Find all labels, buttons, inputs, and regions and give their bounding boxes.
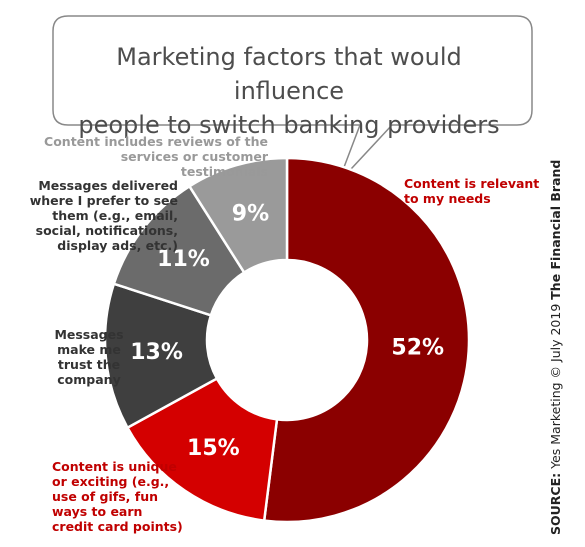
category-label-line: Content is unique bbox=[52, 459, 177, 474]
source-credit: SOURCE: Yes Marketing © July 2019 The Fi… bbox=[548, 160, 563, 535]
category-label-line: social, notifications, bbox=[35, 223, 178, 238]
category-label-delivered: Messages delivered where I prefer to see… bbox=[20, 178, 178, 253]
category-label-line: Messages delivered bbox=[38, 178, 178, 193]
donut-segment-trust bbox=[103, 282, 219, 429]
chart-title-line-1: Marketing factors that would influence bbox=[116, 43, 462, 105]
chart-title: Marketing factors that would influence p… bbox=[60, 40, 518, 142]
category-label-reviews: Content includes reviews of the services… bbox=[38, 134, 268, 179]
category-label-line: them (e.g., email, bbox=[52, 208, 178, 223]
category-label-line: credit card points) bbox=[52, 519, 183, 534]
category-label-line: use of gifs, fun bbox=[52, 489, 158, 504]
category-label-line: where I prefer to see bbox=[29, 193, 178, 208]
category-label-trust: Messages make me trust the company bbox=[52, 327, 126, 387]
value-label-relevant: 52% bbox=[391, 336, 444, 361]
category-label-line: display ads, etc.) bbox=[57, 238, 178, 253]
category-label-line: company bbox=[57, 372, 121, 387]
category-label-line: Messages bbox=[54, 327, 124, 342]
donut-segment-relevant bbox=[262, 156, 471, 524]
value-label-delivered: 11% bbox=[157, 247, 210, 272]
source-text: Yes Marketing © July 2019 bbox=[548, 303, 563, 469]
donut-segments bbox=[103, 156, 471, 524]
value-label-unique: 15% bbox=[187, 436, 240, 461]
category-label-line: Content includes reviews of the bbox=[44, 134, 268, 149]
category-label-relevant: Content is relevant to my needs bbox=[404, 176, 539, 206]
category-label-line: or exciting (e.g., bbox=[52, 474, 170, 489]
category-label-line: services or customer testimonials bbox=[120, 149, 268, 179]
category-label-line: ways to earn bbox=[52, 504, 143, 519]
category-label-line: Content is relevant bbox=[404, 176, 540, 191]
category-label-line: make me bbox=[57, 342, 121, 357]
value-label-reviews: 9% bbox=[232, 202, 269, 227]
donut-segment-unique bbox=[126, 377, 279, 522]
donut-segment-reviews bbox=[188, 156, 289, 274]
category-label-line: to my needs bbox=[404, 191, 491, 206]
speech-bubble-shape bbox=[52, 15, 533, 184]
chart-title-line-2: people to switch banking providers bbox=[78, 111, 500, 139]
value-label-trust: 13% bbox=[130, 340, 183, 365]
donut-value-labels: 52% 15% 13% 11% 9% bbox=[130, 202, 444, 461]
source-brand: The Financial Brand bbox=[548, 159, 563, 300]
category-label-unique: Content is unique or exciting (e.g., use… bbox=[52, 459, 183, 534]
category-label-line: trust the bbox=[57, 357, 121, 372]
source-prefix: SOURCE: bbox=[548, 472, 563, 535]
